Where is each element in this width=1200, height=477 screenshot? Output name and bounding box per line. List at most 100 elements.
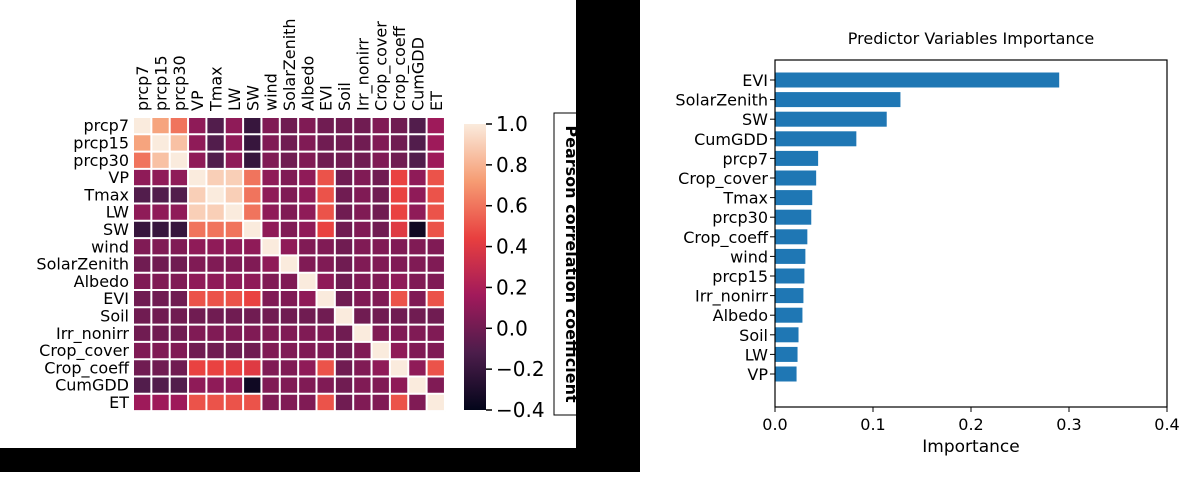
y-tick-label-evi: EVI (742, 71, 768, 90)
heatmap-col-label-wind: wind (262, 73, 281, 111)
heatmap-cell (261, 307, 281, 325)
heatmap-cell (334, 359, 354, 377)
bar-irr-nonirr (775, 288, 804, 304)
heatmap-cell (169, 238, 189, 256)
heatmap-cell (243, 220, 262, 239)
heatmap-cell (389, 393, 409, 412)
heatmap-cell (389, 117, 409, 135)
heatmap-cell (243, 324, 262, 343)
heatmap-col-label-crop-cover: Crop_cover (372, 21, 392, 111)
heatmap-cell (298, 324, 317, 343)
heatmap-cell (224, 238, 244, 256)
heatmap-cell (316, 117, 336, 135)
heatmap-cell (243, 290, 262, 308)
heatmap-cell (298, 359, 317, 377)
heatmap-cell (353, 307, 372, 325)
heatmap-cell (151, 255, 170, 273)
heatmap-row-label-prcp15: prcp15 (73, 133, 129, 152)
heatmap-cell (334, 168, 354, 187)
heatmap-cell (426, 393, 446, 412)
heatmap-cell (371, 324, 391, 343)
heatmap-cell (353, 290, 372, 308)
heatmap-cell (316, 220, 336, 239)
bar-sw (775, 111, 887, 127)
heatmap-cell (408, 220, 427, 239)
heatmap-cell (261, 341, 281, 360)
heatmap-cell (151, 168, 170, 187)
heatmap-cell (334, 272, 354, 291)
heatmap-cell (169, 186, 189, 204)
heatmap-cell (371, 220, 391, 239)
y-tick-label-lw: LW (745, 345, 768, 364)
y-tick-label-crop-cover: Crop_cover (678, 169, 768, 189)
heatmap-cell (389, 272, 409, 291)
colorbar-tick-label: −0.2 (496, 357, 545, 381)
heatmap-cell (169, 134, 189, 152)
heatmap-col-label-prcp15: prcp15 (152, 55, 171, 111)
heatmap-cell (151, 220, 170, 239)
heatmap-cell (151, 117, 170, 135)
heatmap-cell (389, 151, 409, 170)
heatmap-cell (371, 359, 391, 377)
heatmap-cell (169, 324, 189, 343)
heatmap-cell (426, 168, 446, 187)
heatmap-cell (188, 255, 207, 273)
heatmap-cell (243, 186, 262, 204)
heatmap-cell (261, 376, 281, 395)
heatmap-cell (169, 376, 189, 395)
heatmap-cell (426, 324, 446, 343)
heatmap-cell (261, 393, 281, 412)
heatmap-cell (224, 117, 244, 135)
importance-chart-panel: Predictor Variables Importance EVI SolarZe… (640, 10, 1200, 472)
heatmap-cell (389, 341, 409, 360)
heatmap-row-label-vp: VP (108, 168, 129, 187)
heatmap-cell (298, 272, 317, 291)
heatmap-cell (316, 203, 336, 222)
x-axis-label: Importance (922, 437, 1019, 457)
heatmap-cell (279, 307, 299, 325)
heatmap-cell (206, 393, 226, 412)
heatmap-cell (426, 117, 446, 135)
heatmap-cell (389, 168, 409, 187)
heatmap-cell (169, 393, 189, 412)
heatmap-cell (133, 168, 152, 187)
heatmap-cell (298, 290, 317, 308)
heatmap-cell (206, 238, 226, 256)
heatmap-cell (243, 134, 262, 152)
y-tick-label-albedo: Albedo (713, 306, 768, 325)
heatmap-cell (408, 255, 427, 273)
heatmap-row-label-evi: EVI (103, 289, 129, 308)
heatmap-cell (133, 151, 152, 170)
heatmap-cell (261, 238, 281, 256)
heatmap-cell (353, 393, 372, 412)
heatmap-cell (133, 134, 152, 152)
heatmap-cell (151, 376, 170, 395)
heatmap-cell (261, 290, 281, 308)
heatmap-cell (243, 203, 262, 222)
heatmap-col-label-irr-nonirr: Irr_nonirr (353, 38, 373, 111)
heatmap-cell (426, 359, 446, 377)
heatmap-cell (334, 117, 354, 135)
x-tick-label: 0.0 (762, 415, 787, 434)
heatmap-cell (371, 290, 391, 308)
heatmap-col-label-sw: SW (243, 85, 262, 111)
heatmap-cell (371, 307, 391, 325)
heatmap-cell (133, 324, 152, 343)
heatmap-col-label-albedo: Albedo (298, 56, 317, 111)
heatmap-cell (334, 151, 354, 170)
heatmap-cell (426, 220, 446, 239)
heatmap-cell (353, 238, 372, 256)
heatmap-cell (334, 341, 354, 360)
heatmap-cell (206, 151, 226, 170)
heatmap-cell (279, 359, 299, 377)
heatmap-cell (188, 151, 207, 170)
heatmap-cell (279, 393, 299, 412)
heatmap-cell (133, 272, 152, 291)
heatmap-cell (408, 186, 427, 204)
heatmap-cell (206, 220, 226, 239)
heatmap-cell (133, 359, 152, 377)
heatmap-cell (279, 376, 299, 395)
heatmap-cell (188, 290, 207, 308)
heatmap-cell (279, 238, 299, 256)
heatmap-cell (133, 290, 152, 308)
